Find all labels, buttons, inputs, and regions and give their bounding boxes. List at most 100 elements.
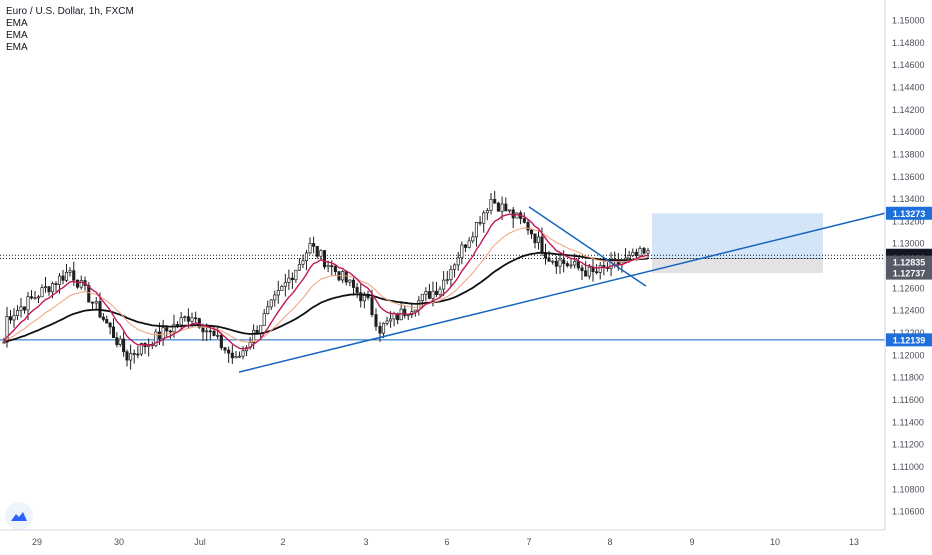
candle-body	[362, 295, 366, 302]
candle-body	[259, 325, 263, 334]
price-tag-label: 1.12835	[893, 258, 926, 268]
candle-body	[68, 270, 72, 273]
candle-body	[101, 316, 105, 320]
price-tag	[886, 333, 932, 347]
ascending-trendline	[238, 212, 886, 373]
candle-body	[50, 283, 55, 293]
candle-body	[194, 317, 198, 320]
candle-body	[389, 318, 393, 322]
candle-body	[526, 221, 530, 231]
stop-zone	[652, 258, 823, 274]
candle-body	[105, 319, 109, 324]
candle-body	[36, 296, 41, 299]
candle-body	[381, 322, 386, 334]
candle-body	[111, 326, 116, 338]
candle-body	[297, 263, 301, 271]
candle-body	[190, 317, 194, 322]
candle-body	[15, 310, 20, 316]
candle-body	[434, 290, 439, 296]
tradingview-logo[interactable]	[5, 502, 33, 530]
candle-body	[212, 330, 216, 336]
candle-body	[478, 221, 482, 224]
candle-body	[122, 338, 126, 353]
candle-body	[216, 334, 220, 337]
candle-body	[580, 267, 584, 272]
candle-body	[562, 259, 566, 264]
candle-body	[183, 316, 187, 319]
candle-body	[378, 326, 382, 334]
candle-body	[638, 247, 642, 257]
indicator-label: EMA	[6, 30, 28, 41]
candle-body	[227, 349, 231, 354]
candle-body	[385, 320, 389, 324]
candle-body	[646, 250, 650, 254]
candle-body	[115, 337, 119, 345]
candle-body	[540, 236, 544, 254]
price-tick-label: 1.12400	[892, 306, 925, 316]
candle-body	[413, 309, 417, 313]
price-tick-label: 1.14800	[892, 38, 925, 48]
candle-body	[241, 350, 245, 357]
ema-line	[3, 251, 649, 343]
price-tick-label: 1.11200	[892, 440, 924, 450]
candle-body	[132, 353, 136, 355]
candle-body	[584, 270, 588, 277]
price-tick-label: 1.11600	[892, 395, 924, 405]
candle-body	[205, 330, 209, 333]
candle-body	[61, 275, 65, 281]
price-tick-label: 1.11400	[892, 417, 924, 427]
price-tick-label: 1.12600	[892, 283, 925, 293]
candle-body	[396, 313, 400, 321]
candle-body	[315, 246, 319, 257]
time-tick-label: 2	[280, 537, 285, 547]
candle-body	[283, 282, 287, 287]
time-tick-label: Jul	[194, 537, 206, 547]
candle-body	[94, 301, 98, 304]
candle-body	[43, 286, 48, 289]
candle-body	[301, 260, 305, 265]
candle-body	[449, 269, 453, 280]
candle-body	[529, 229, 534, 235]
candle-body	[266, 306, 270, 314]
price-tag	[886, 255, 932, 269]
candle-body	[22, 306, 27, 311]
candle-body	[161, 327, 165, 340]
candle-body	[319, 250, 323, 257]
candle-body	[186, 316, 190, 322]
candle-body	[403, 308, 407, 316]
candle-body	[304, 252, 309, 262]
candle-body	[445, 279, 449, 281]
candle-body	[515, 212, 519, 219]
candle-body	[348, 279, 352, 283]
candle-body	[547, 257, 551, 262]
candle-body	[237, 355, 242, 358]
candle-body	[168, 330, 172, 333]
candle-body	[294, 269, 298, 281]
time-tick-label: 3	[363, 537, 368, 547]
candle-body	[370, 297, 374, 315]
price-tag-label: 1.12737	[893, 269, 926, 279]
price-tick-label: 1.10600	[892, 507, 925, 517]
time-tick-label: 9	[689, 537, 694, 547]
candle-body	[565, 263, 569, 267]
price-tag	[886, 206, 932, 220]
chart-legend: Euro / U.S. Dollar, 1h, FXCM EMA EMA EMA	[6, 6, 134, 54]
descending-trendline	[528, 206, 647, 287]
candle-body	[125, 351, 129, 361]
candle-body	[467, 240, 471, 248]
candle-body	[374, 314, 378, 327]
candle-body	[273, 294, 277, 301]
candle-body	[8, 316, 13, 321]
price-tick-label: 1.14000	[892, 127, 925, 137]
candle-body	[276, 290, 280, 296]
candle-body	[511, 209, 515, 219]
candle-body	[269, 299, 273, 308]
candle-body	[558, 259, 562, 267]
time-tick-label: 8	[607, 537, 612, 547]
candle-body	[489, 199, 493, 211]
candle-body	[493, 199, 497, 204]
candle-body	[482, 212, 486, 224]
price-tick-label: 1.15000	[892, 16, 925, 26]
